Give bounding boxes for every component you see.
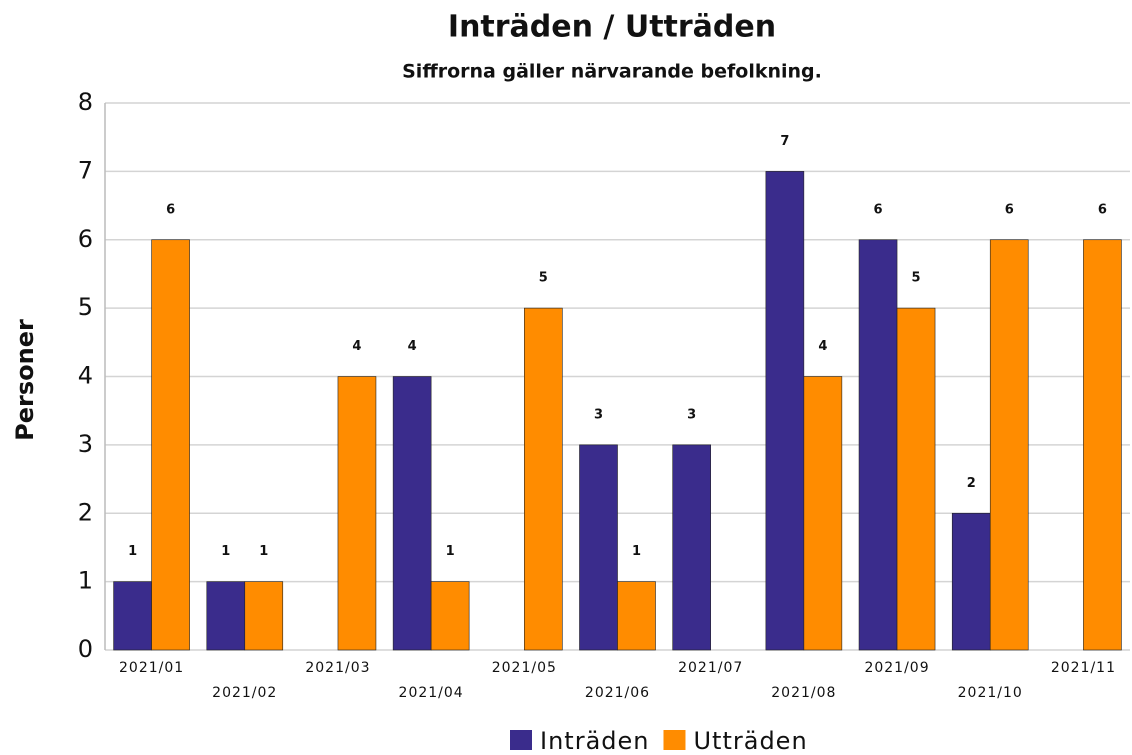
value-label: 4 [408,339,417,354]
bar [803,376,843,651]
x-tick-label: 2021/03 [305,660,370,676]
y-tick-label: 3 [78,430,93,458]
y-tick-label: 4 [78,362,93,390]
bar [579,444,618,651]
value-label: 4 [818,339,827,354]
y-tick-label: 0 [78,635,93,663]
value-label: 1 [221,544,230,559]
value-label: 2 [967,476,976,491]
value-label: 3 [687,407,696,422]
x-tick-label: 2021/06 [585,685,650,701]
legend-label: Utträden [693,727,807,755]
bar [524,307,563,651]
bar [617,581,656,651]
y-tick-label: 2 [78,498,93,526]
x-tick-label: 2021/04 [399,685,464,701]
value-label: 5 [539,271,548,286]
value-label: 1 [259,544,268,559]
legend-swatch [510,730,532,750]
bar [392,376,432,651]
x-tick-label: 2021/05 [492,660,557,676]
value-label: 3 [594,407,603,422]
y-tick-label: 6 [78,225,93,253]
y-axis-label: Personer [11,319,39,441]
bar [896,307,936,651]
bar [337,376,377,651]
legend-label: Inträden [540,727,649,755]
chart-subtitle: Siffrorna gäller närvarande befolkning. [402,61,822,83]
chart-title: Inträden / Utträden [448,10,776,45]
value-label: 6 [166,202,175,217]
value-label: 6 [874,202,883,217]
bar [151,239,190,651]
y-tick-label: 8 [78,88,93,116]
value-label: 7 [780,134,789,149]
bar [672,444,711,651]
value-label: 6 [1098,202,1107,217]
y-tick-label: 5 [78,293,93,321]
bar [430,581,470,651]
value-label: 1 [446,544,455,559]
bar [1083,239,1122,651]
x-tick-label: 2021/11 [1051,660,1116,676]
x-tick-label: 2021/07 [678,660,743,676]
legend-swatch [663,730,686,750]
bar [765,171,805,651]
bar [858,239,898,651]
x-tick-label: 2021/01 [119,660,184,676]
value-label: 1 [632,544,641,559]
x-tick-label: 2021/02 [212,685,277,701]
value-label: 5 [912,271,921,286]
bar [113,581,152,651]
x-tick-label: 2021/10 [958,685,1023,701]
x-tick-label: 2021/09 [864,660,929,676]
x-tick-label: 2021/08 [771,685,836,701]
bar [206,581,246,651]
value-label: 6 [1005,202,1014,217]
value-label: 4 [352,339,361,354]
bar [989,239,1029,651]
bar [951,512,991,651]
value-label: 1 [128,544,137,559]
bar [244,581,284,651]
y-tick-label: 1 [78,567,93,595]
y-tick-label: 7 [78,156,93,184]
